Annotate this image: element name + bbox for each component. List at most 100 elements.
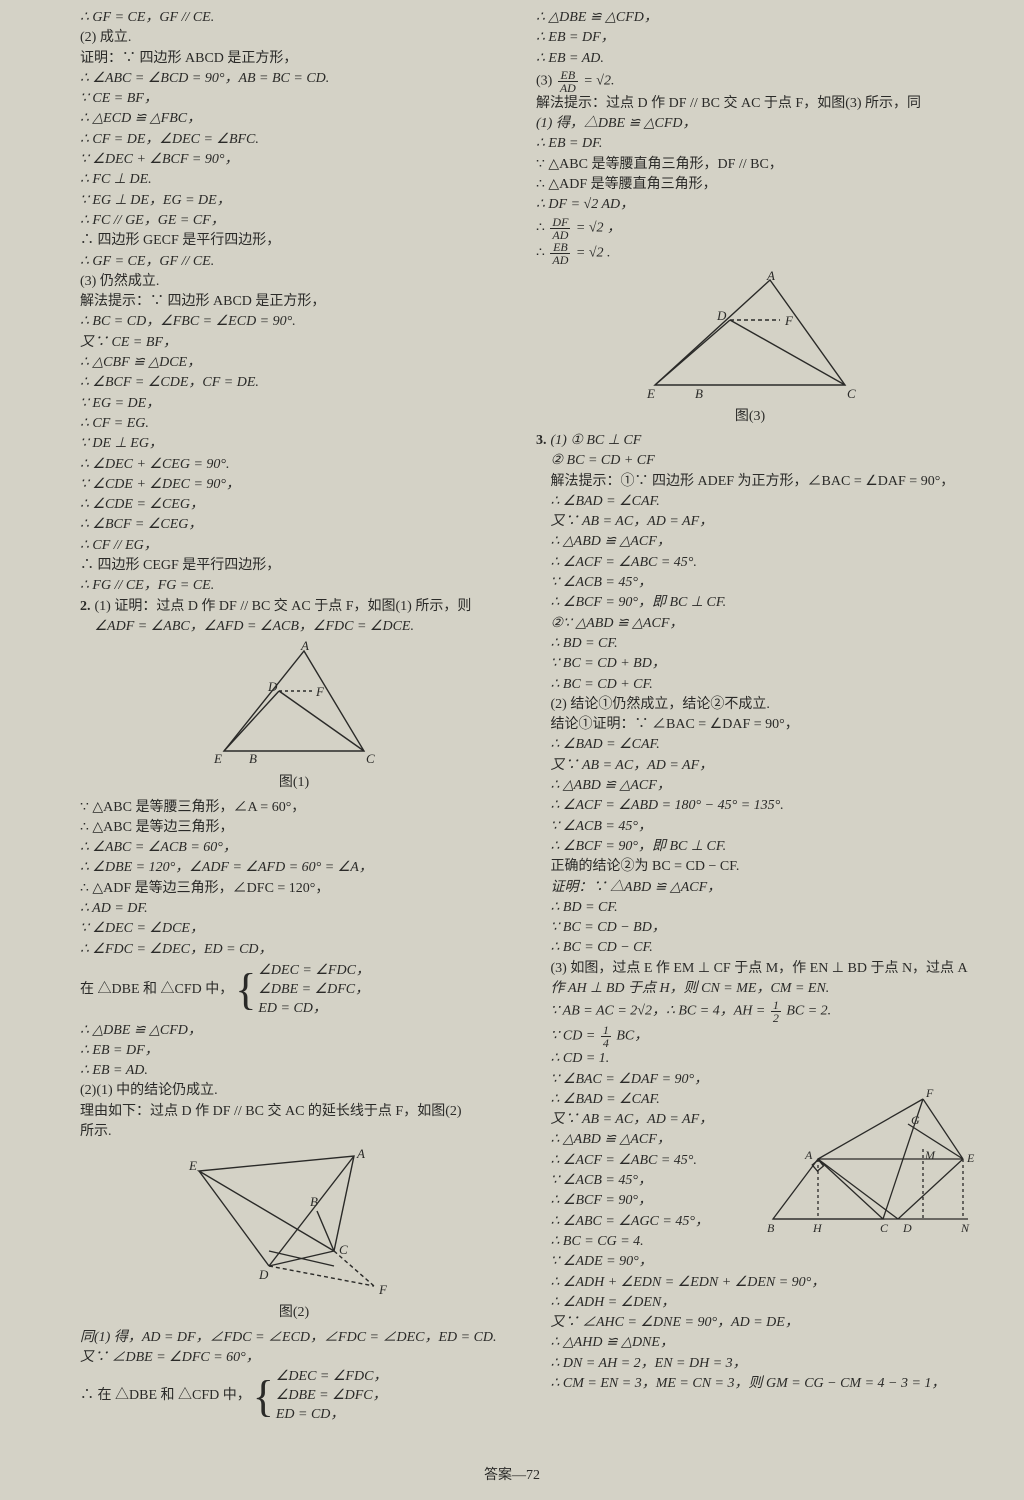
text-line: ∴ △ADF 是等边三角形，∠DFC = 120°， (80, 879, 508, 899)
text-line: ∵ ∠ACB = 45°， (551, 817, 968, 837)
text-line: 结论①证明：∵ ∠BAC = ∠DAF = 90°， (551, 715, 968, 735)
text-line: ∠DEC = ∠FDC， (276, 1368, 388, 1387)
text-line: ∴ 四边形 GECF 是平行四边形， (80, 231, 508, 251)
svg-text:B: B (767, 1221, 775, 1235)
figure-2: A E B C D F 图(2) (80, 1146, 508, 1323)
frac-line-4: ∵ AB = AC = 2√2，∴ BC = 4，AH = 1 2 BC = 2… (551, 999, 968, 1024)
left-brace-icon: { (253, 1377, 274, 1417)
block-a: ∴ GF = CE，GF // CE. (2) 成立. 证明：∵ 四边形 ABC… (80, 8, 508, 597)
text-line: ∴ BC = CD + CF. (551, 675, 968, 695)
svg-text:M: M (924, 1148, 936, 1162)
text-line: ∴ EB = AD. (80, 1061, 508, 1081)
fraction-icon: DF AD (550, 216, 570, 241)
left-brace-icon: { (235, 970, 256, 1010)
text-line: 又∵ ∠DBE = ∠DFC = 60°， (80, 1348, 508, 1368)
svg-text:E: E (188, 1158, 197, 1173)
text-line: ∴ △DBE ≌ △CFD， (80, 1021, 508, 1041)
text-span: = √2 . (576, 245, 611, 260)
text-line: ∵ BC = CD + BD， (551, 654, 968, 674)
block-c: ∴ △DBE ≌ △CFD， ∴ EB = DF， ∴ EB = AD. (2)… (80, 1021, 508, 1143)
triangle-diagram-icon: A E B C D F (179, 1146, 409, 1301)
svg-text:A: A (766, 270, 775, 283)
text-span: ∵ CD = (551, 1029, 599, 1044)
text-line: ED = CD， (258, 1000, 370, 1019)
text-line: ∠ADF = ∠ABC，∠AFD = ∠ACB，∠FDC = ∠DCE. (95, 617, 509, 637)
svg-text:A: A (804, 1148, 813, 1162)
text-line: ∴ ∠BCF = ∠CEG， (80, 515, 508, 535)
svg-text:D: D (902, 1221, 912, 1235)
text-line: ∴ ∠BCF = 90°，即 BC ⊥ CF. (551, 837, 968, 857)
svg-text:C: C (880, 1221, 889, 1235)
svg-text:B: B (310, 1194, 318, 1209)
text-line: ∴ AD = DF. (80, 899, 508, 919)
question-2: 2. (1) 证明：过点 D 作 DF // BC 交 AC 于点 F，如图(1… (80, 597, 508, 638)
page-footer: 答案—72 (0, 1466, 1024, 1486)
text-span: ∴ (536, 220, 548, 235)
fraction-icon: 1 4 (601, 1024, 611, 1049)
text-line: ∴ FC // GE，GE = CF， (80, 211, 508, 231)
text-span: ∴ (536, 245, 548, 260)
text-line: ∴ DF = √2 AD， (536, 195, 964, 215)
block-d: 同(1) 得，AD = DF，∠FDC = ∠ECD，∠FDC = ∠DEC，E… (80, 1328, 508, 1369)
text-line: (1) ① BC ⊥ CF (551, 431, 968, 451)
text-line: ∴ ∠ADH + ∠EDN = ∠EDN + ∠DEN = 90°， (551, 1273, 968, 1293)
block-2a: ∴ △DBE ≌ △CFD， ∴ EB = DF， ∴ EB = AD. (536, 8, 964, 69)
svg-text:E: E (213, 751, 222, 766)
text-line: (3) 仍然成立. (80, 272, 508, 292)
text-line: ∴ △ECD ≌ △FBC， (80, 109, 508, 129)
fraction-den: 4 (601, 1037, 611, 1049)
text-line: ∴ △ABC 是等边三角形， (80, 818, 508, 838)
text-line: ∵ DE ⊥ EG， (80, 434, 508, 454)
text-line: ∴ CM = EN = 3，ME = CN = 3，则 GM = CG − CM… (551, 1374, 968, 1394)
text-line: 理由如下：过点 D 作 DF // BC 交 AC 的延长线于点 F，如图(2) (80, 1102, 508, 1122)
text-line: ∴ EB = DF. (536, 134, 964, 154)
text-line: ∴ FC ⊥ DE. (80, 170, 508, 190)
text-line: ∴ ∠ACF = ∠ABD = 180° − 45° = 135°. (551, 796, 968, 816)
fraction-icon: EB AD (550, 241, 570, 266)
fraction-den: AD (558, 82, 578, 94)
text-line: ∵ EG = DE， (80, 394, 508, 414)
text-span: BC = 2. (786, 1004, 831, 1019)
text-line: ∴ ∠ADH = ∠DEN， (551, 1293, 968, 1313)
fraction-num: EB (558, 69, 577, 81)
svg-text:C: C (366, 751, 375, 766)
text-line: ②∵ △ABD ≌ △ACF， (551, 614, 968, 634)
fraction-den: 2 (771, 1012, 781, 1024)
brace-group-1: 在 △DBE 和 △CFD 中， { ∠DEC = ∠FDC， ∠DBE = ∠… (80, 962, 508, 1019)
text-line: ∠DEC = ∠FDC， (258, 962, 370, 981)
text-line: ∴ △ABD ≌ △ACF， (551, 776, 968, 796)
text-line: (1) 得，△DBE ≌ △CFD， (536, 114, 964, 134)
text-line: ∴ ∠BAD = ∠CAF. (551, 492, 968, 512)
text-line: ∴ ∠CDE = ∠CEG， (80, 495, 508, 515)
text-line: ∴ CF = EG. (80, 414, 508, 434)
text-line: 又∵ AB = AC，AD = AF， (551, 756, 968, 776)
block-2b: 解法提示：过点 D 作 DF // BC 交 AC 于点 F，如图(3) 所示，… (536, 94, 964, 216)
left-column: ∴ GF = CE，GF // CE. (2) 成立. 证明：∵ 四边形 ABC… (80, 8, 508, 1425)
triangle-diagram-icon: A D F E B C (635, 270, 865, 405)
text-line: ∴ BD = CF. (551, 898, 968, 918)
text-line: 又∵ AB = AC，AD = AF， (551, 512, 968, 532)
text-line: ∴ ∠ABC = ∠ACB = 60°， (80, 838, 508, 858)
text-line: 所示. (80, 1122, 508, 1142)
fraction-icon: EB AD (558, 69, 578, 94)
text-line: (2) 结论①仍然成立，结论②不成立. (551, 695, 968, 715)
text-line: ∴ 四边形 CEGF 是平行四边形， (80, 556, 508, 576)
text-line: ∴ △DBE ≌ △CFD， (536, 8, 964, 28)
text-span: = √2. (583, 74, 614, 89)
text-line: ∴ △AHD ≌ △DNE， (551, 1333, 968, 1353)
text-line: ∴ ∠BCF = ∠CDE，CF = DE. (80, 373, 508, 393)
text-line: ∴ △ABD ≌ △ACF， (551, 532, 968, 552)
svg-text:D: D (267, 679, 278, 694)
text-line: (2) 成立. (80, 28, 508, 48)
text-line: 证明：∵ △ABD ≌ △ACF， (551, 878, 968, 898)
fraction-num: EB (551, 241, 570, 253)
frac-line-1: (3) EB AD = √2. (536, 69, 964, 94)
text-line: ∵ ∠DEC = ∠DCE， (80, 919, 508, 939)
svg-text:B: B (249, 751, 257, 766)
svg-text:G: G (911, 1113, 920, 1127)
frac-line-2: ∴ DF AD = √2 ， (536, 216, 964, 241)
text-line: ∴ CF = DE，∠DEC = ∠BFC. (80, 130, 508, 150)
figure-3: A D F E B C 图(3) (536, 270, 964, 427)
svg-text:D: D (716, 308, 727, 323)
text-line: ∵ ∠CDE + ∠DEC = 90°， (80, 475, 508, 495)
